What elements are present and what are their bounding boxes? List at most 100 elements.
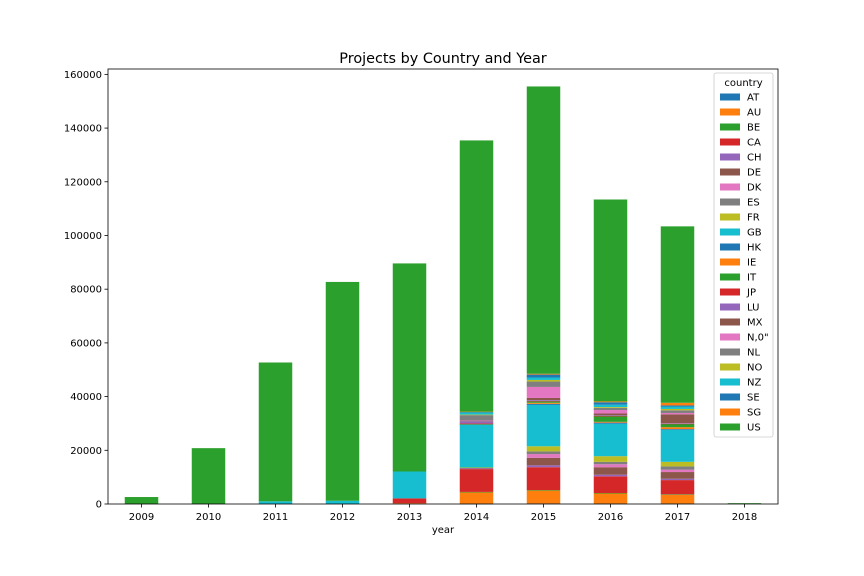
bar-segment-2015-N0	[526, 386, 561, 398]
x-tick-label: 2010	[196, 512, 221, 523]
bar-segment-2017-MX	[660, 414, 695, 424]
legend-swatch	[720, 333, 740, 341]
legend-entry: NZ	[747, 378, 761, 389]
legend-swatch	[720, 348, 740, 356]
bar-segment-2016-NZ	[593, 404, 628, 408]
legend-entry: ES	[747, 198, 760, 209]
legend-entry: JP	[746, 288, 756, 299]
bar-segment-2014-SG	[459, 411, 494, 413]
bar-segment-2017-US	[660, 226, 695, 403]
x-tick-label: 2012	[330, 512, 355, 523]
legend-entry: MX	[747, 318, 763, 329]
bar-segment-2016-N0	[593, 410, 628, 414]
bar-segment-2017-SE	[660, 405, 695, 407]
bar-segment-2014-JP	[459, 423, 494, 424]
legend-swatch	[720, 123, 740, 131]
bar-segment-2014-GB	[459, 424, 494, 468]
bar-segment-2016-IT	[593, 416, 628, 422]
legend-entry: N,0"	[747, 333, 769, 344]
bar-segment-2016-NO	[593, 407, 628, 408]
y-tick-label: 80000	[70, 285, 102, 296]
bar-segment-2017-IT	[660, 423, 695, 428]
x-tick-label: 2016	[598, 512, 623, 523]
bar-segment-2016-HK	[593, 422, 628, 424]
y-tick-label: 40000	[70, 392, 102, 403]
bar-segment-2016-MX	[593, 413, 628, 416]
bar-segment-2015-GB	[526, 404, 561, 447]
bar-segment-2018-US	[727, 503, 762, 504]
legend-title: country	[724, 78, 762, 89]
plot-frame	[107, 68, 779, 505]
bar-segment-2014-IT	[459, 423, 494, 425]
legend-entry: SG	[747, 408, 761, 419]
legend-entry: DK	[747, 183, 762, 194]
bar-segment-2015-CA	[526, 467, 561, 491]
bar-segment-2016-BE	[593, 492, 628, 494]
y-tick-label: 100000	[64, 231, 102, 242]
bar-segment-2015-BE	[526, 490, 561, 491]
bar-segment-2016-DK	[593, 464, 628, 468]
x-axis: 2009 2010 2011 2012 2013 2014 2015 2016 2017 2018	[129, 504, 757, 523]
legend-box	[713, 72, 774, 438]
bar-segment-2017-BE	[660, 494, 695, 495]
bar-segment-2015-SE	[526, 374, 561, 378]
legend-swatch	[720, 93, 740, 101]
x-tick-label: 2018	[732, 512, 757, 523]
bar-segment-2014-AU	[459, 492, 494, 504]
bar-segment-2013-AU	[392, 503, 427, 504]
bar-segment-2015-US	[526, 86, 561, 374]
bar-segment-2016-FR	[593, 456, 628, 462]
legend-swatch	[720, 138, 740, 146]
legend-entry: FR	[747, 213, 760, 224]
legend-swatch	[720, 363, 740, 371]
legend-swatch	[720, 393, 740, 401]
bar-segment-2017-DE	[660, 472, 695, 479]
legend-swatch	[720, 228, 740, 236]
legend-entry: IE	[747, 258, 756, 269]
bar-segment-2015-LU	[526, 400, 561, 401]
bar-segment-2015-NZ	[526, 377, 561, 380]
bar-segment-2015-IT	[526, 401, 561, 403]
bar-segment-2015-CH	[526, 465, 561, 468]
bar-segment-2016-AU	[593, 493, 628, 504]
bar-segment-2017-LU	[660, 423, 695, 424]
x-tick-label: 2009	[129, 512, 154, 523]
bar-segment-2011-US	[258, 362, 293, 502]
legend-entry: NL	[747, 348, 760, 359]
legend-entry: IT	[747, 273, 757, 284]
bar-segment-2016-SE	[593, 402, 628, 405]
chart-title: Projects by Country and Year	[339, 51, 546, 67]
bar-segment-2016-LU	[593, 415, 628, 416]
bar-segment-2016-US	[593, 199, 628, 402]
bar-segment-2012-GB	[325, 500, 360, 504]
bar-segment-2014-LU	[459, 421, 494, 424]
bar-segment-2014-DE	[459, 468, 494, 469]
bar-segment-2014-NZ	[459, 412, 494, 415]
bar-segment-2009-US	[124, 497, 159, 504]
legend-entry: DE	[747, 168, 761, 179]
bar-segment-2017-IE	[660, 427, 695, 430]
y-tick-label: 20000	[70, 446, 102, 457]
bar-segment-2017-CH	[660, 478, 695, 481]
bar-segment-2012-US	[325, 281, 360, 501]
legend-swatch	[720, 168, 740, 176]
bar-segment-2014-DK	[459, 468, 494, 469]
bar-segment-2013-US	[392, 263, 427, 472]
bar-segment-2013-CA	[392, 498, 427, 504]
legend-swatch	[720, 273, 740, 281]
bar-segment-2017-N0	[660, 412, 695, 415]
bar-segment-2014-MX	[459, 420, 494, 422]
bar-segment-2015-DE	[526, 457, 561, 466]
bar-segment-2016-IE	[593, 421, 628, 423]
bar-segment-2017-DK	[660, 469, 695, 473]
bar-segment-2011-GB	[258, 501, 293, 504]
x-axis-label: year	[432, 525, 455, 536]
bar-segment-2017-JP	[660, 423, 695, 425]
bar-segment-2016-NL	[593, 407, 628, 411]
bar-segment-2016-CA	[593, 476, 628, 493]
legend-swatch	[720, 423, 740, 431]
legend-entry: NO	[747, 363, 762, 374]
legend-entry: US	[747, 423, 761, 434]
x-tick-label: 2017	[665, 512, 690, 523]
